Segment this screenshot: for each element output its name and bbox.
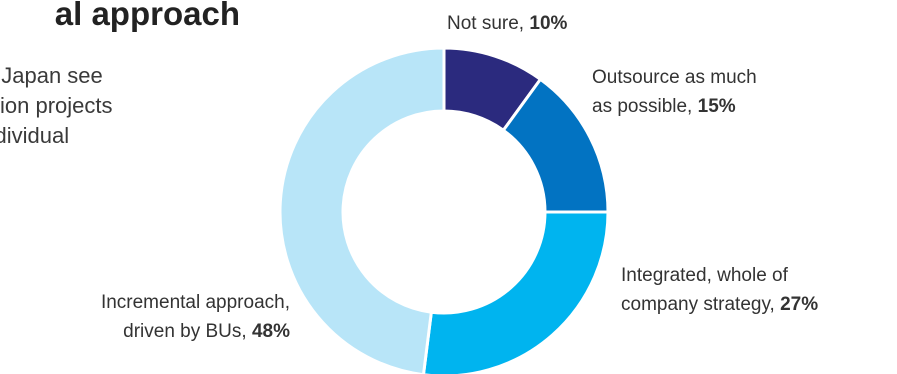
slice-label-line: as possible, bbox=[592, 96, 692, 117]
chart-heading: al approach bbox=[0, 0, 240, 42]
slice-label-line: Not sure, bbox=[447, 13, 524, 34]
intro-line: by individual bbox=[0, 123, 70, 148]
intro-line: in Japan see bbox=[0, 63, 103, 88]
slice-label-line: Incremental approach, bbox=[101, 292, 290, 313]
slice-label-3: Integrated, whole of company strategy, 27… bbox=[621, 265, 818, 315]
slice-value-label: 48% bbox=[247, 321, 290, 342]
slice-labels: Not sure, 10% Outsource as much as possibl… bbox=[101, 13, 818, 342]
donut-slices bbox=[278, 46, 610, 374]
slice-label-1: Not sure, 10% bbox=[447, 13, 568, 34]
slice-label-line: Outsource as much bbox=[592, 67, 757, 88]
donut-slice-3 bbox=[422, 210, 610, 374]
slice-value-label: 27% bbox=[775, 294, 818, 315]
slice-label-line: Integrated, whole of bbox=[621, 265, 789, 286]
slice-label-line: company strategy, bbox=[621, 294, 775, 315]
slice-label-line: driven by BUs, bbox=[123, 321, 247, 342]
slice-label-4: Incremental approach, driven by BUs, 48% bbox=[101, 292, 290, 342]
slice-value-label: 10% bbox=[524, 13, 567, 34]
donut-slice-4 bbox=[278, 46, 446, 374]
slice-label-2: Outsource as much as possible, 15% bbox=[592, 67, 757, 117]
intro-text: in Japan see rmation projects by individ… bbox=[0, 61, 240, 211]
slice-value-label: 15% bbox=[692, 96, 735, 117]
intro-line: rmation projects bbox=[0, 93, 113, 118]
chart-heading-text: al approach bbox=[54, 0, 240, 32]
